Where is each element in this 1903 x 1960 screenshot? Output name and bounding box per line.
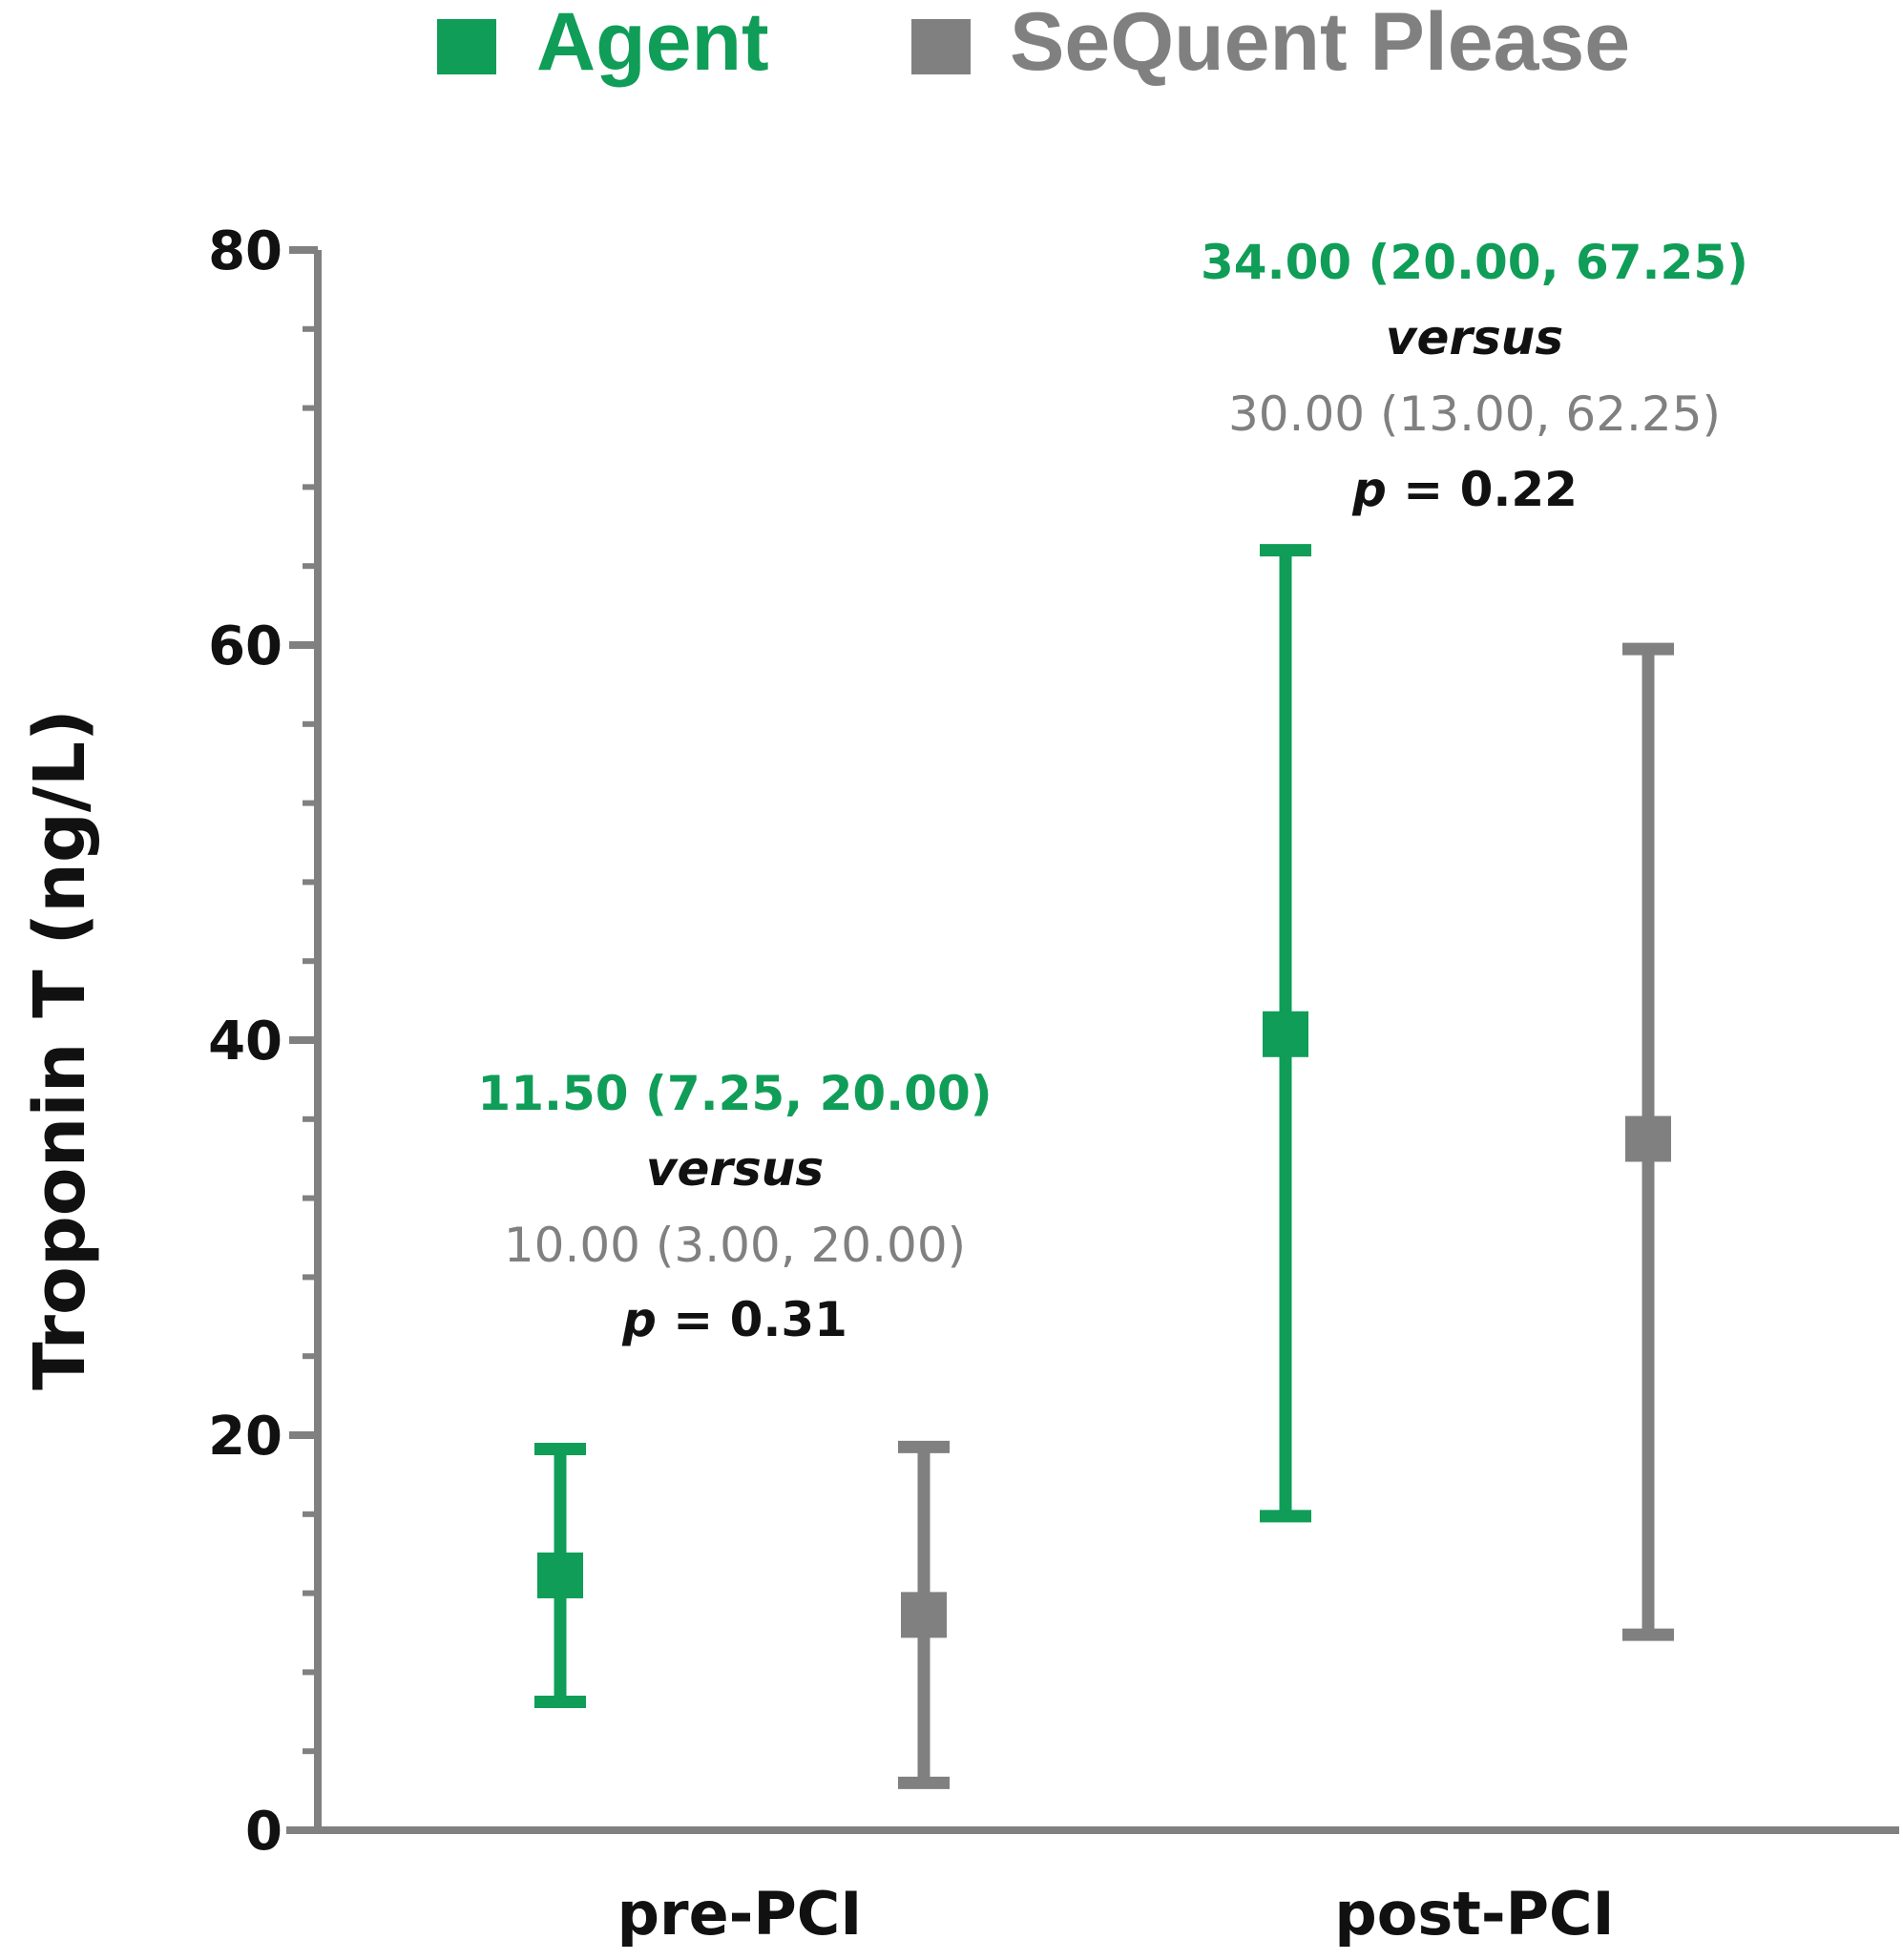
legend: Agent SeQuent Please xyxy=(437,0,1630,88)
y-tick-label-40: 40 xyxy=(208,1011,282,1073)
annotation-post-pci: 34.00 (20.00, 67.25) versus 30.00 (13.00… xyxy=(1201,235,1748,517)
annotation-post-versus: versus xyxy=(1386,310,1563,365)
point-sequent-please-post-pci xyxy=(1625,1116,1671,1162)
annotation-post-sequent-value: 30.00 (13.00, 62.25) xyxy=(1228,386,1721,442)
annotation-pre-pci: 11.50 (7.25, 20.00) versus 10.00 (3.00, … xyxy=(477,1066,992,1347)
y-tick-label-60: 60 xyxy=(208,615,282,678)
legend-swatch-sequent xyxy=(911,19,971,74)
annotation-pre-sequent-value: 10.00 (3.00, 20.00) xyxy=(504,1218,966,1273)
axes xyxy=(286,246,1899,1834)
legend-label-sequent: SeQuent Please xyxy=(1010,0,1630,88)
point-agent-post-pci xyxy=(1263,1011,1308,1057)
annotation-post-p-value: = 0.22 xyxy=(1387,462,1578,517)
annotation-post-p: p = 0.22 xyxy=(1351,462,1578,517)
annotation-pre-agent-value: 11.50 (7.25, 20.00) xyxy=(477,1066,992,1121)
legend-swatch-agent xyxy=(437,19,496,74)
y-tick-label-0: 0 xyxy=(245,1801,282,1863)
y-tick-label-20: 20 xyxy=(208,1406,282,1468)
y-tick-labels: 0 20 40 60 80 xyxy=(208,220,282,1863)
annotation-pre-p-value: = 0.31 xyxy=(657,1292,847,1347)
point-sequent-please-pre-pci xyxy=(901,1592,947,1638)
annotation-pre-p: p = 0.31 xyxy=(621,1292,847,1347)
y-axis-title: Troponin T (ng/L) xyxy=(19,709,101,1390)
legend-label-agent: Agent xyxy=(536,0,769,88)
x-category-pre-pci: pre-PCI xyxy=(617,1879,863,1949)
data-marks xyxy=(534,544,1674,1789)
annotation-pre-p-label: p xyxy=(621,1292,657,1347)
annotation-pre-versus: versus xyxy=(646,1141,824,1197)
y-tick-label-80: 80 xyxy=(208,220,282,282)
point-agent-pre-pci xyxy=(537,1552,583,1598)
annotation-post-agent-value: 34.00 (20.00, 67.25) xyxy=(1201,235,1748,290)
annotation-post-p-label: p xyxy=(1351,462,1387,517)
x-category-post-pci: post-PCI xyxy=(1334,1879,1614,1949)
y-major-ticks xyxy=(289,246,318,1834)
y-minor-ticks xyxy=(303,325,318,1755)
x-category-labels: pre-PCI post-PCI xyxy=(617,1879,1615,1949)
